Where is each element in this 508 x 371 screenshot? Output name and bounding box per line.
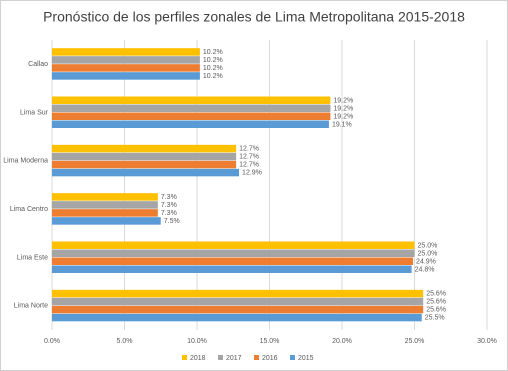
value-label: 19.2%	[333, 113, 353, 120]
value-label: 12.7%	[239, 162, 259, 169]
legend-swatch	[182, 355, 187, 360]
value-label: 19.2%	[333, 97, 353, 104]
value-label: 25.6%	[426, 291, 446, 298]
bar	[52, 144, 237, 153]
x-tick-label: 0.0%	[44, 338, 60, 345]
chart-title: Pronóstico de los perfiles zonales de Li…	[43, 9, 465, 25]
value-label: 25.0%	[418, 242, 438, 249]
bar	[52, 193, 158, 201]
value-label: 7.3%	[161, 194, 177, 201]
value-label: 7.5%	[164, 218, 180, 225]
value-label: 19.2%	[333, 105, 353, 112]
bar	[52, 265, 412, 273]
legend-swatch	[218, 355, 223, 360]
value-label: 12.9%	[242, 170, 262, 177]
bar	[52, 297, 424, 306]
bar	[52, 72, 200, 80]
bar	[52, 168, 240, 177]
value-label: 10.2%	[203, 49, 223, 56]
value-label: 7.3%	[161, 210, 177, 217]
y-tick-label: Callao	[28, 61, 48, 68]
value-label: 10.2%	[203, 57, 223, 64]
value-label: 24.9%	[416, 258, 436, 265]
legend-label: 2018	[190, 355, 206, 362]
bar	[52, 305, 424, 314]
value-label: 25.6%	[426, 299, 446, 306]
bar	[52, 48, 200, 56]
legend-label: 2015	[298, 355, 314, 362]
bar	[52, 112, 331, 120]
y-tick-label: Lima Este	[17, 254, 48, 261]
legend-label: 2017	[226, 355, 242, 362]
x-tick-label: 25.0%	[405, 338, 425, 345]
value-label: 25.5%	[425, 315, 445, 322]
y-tick-label: Lima Norte	[14, 303, 48, 310]
bar	[52, 249, 415, 257]
bar	[52, 64, 200, 72]
bar	[52, 257, 414, 265]
value-label: 25.0%	[418, 250, 438, 257]
legend-label: 2016	[262, 355, 278, 362]
value-label: 12.7%	[239, 154, 259, 161]
y-tick-label: Lima Moderna	[3, 158, 48, 165]
bar	[52, 104, 331, 112]
x-tick-label: 10.0%	[187, 338, 207, 345]
legend-swatch	[254, 355, 259, 360]
bar	[52, 217, 161, 225]
x-tick-label: 20.0%	[332, 338, 352, 345]
y-tick-label: Lima Centro	[10, 206, 48, 213]
legend-swatch	[290, 355, 295, 360]
value-label: 25.6%	[426, 307, 446, 314]
bar	[52, 160, 237, 169]
bar	[52, 201, 158, 209]
x-tick-label: 5.0%	[117, 338, 133, 345]
bar	[52, 96, 331, 104]
bar	[52, 209, 158, 217]
value-label: 10.2%	[203, 65, 223, 72]
x-tick-label: 15.0%	[260, 338, 280, 345]
value-label: 10.2%	[203, 73, 223, 80]
x-tick-label: 30.0%	[477, 338, 497, 345]
value-label: 12.7%	[239, 146, 259, 153]
y-tick-label: Lima Sur	[20, 109, 49, 116]
value-label: 24.8%	[415, 266, 435, 273]
bar	[52, 56, 200, 64]
bar	[52, 120, 329, 128]
bar	[52, 152, 237, 161]
bar	[52, 289, 424, 298]
value-label: 19.1%	[332, 121, 352, 128]
bar	[52, 241, 415, 249]
bar	[52, 313, 422, 322]
value-label: 7.3%	[161, 202, 177, 209]
